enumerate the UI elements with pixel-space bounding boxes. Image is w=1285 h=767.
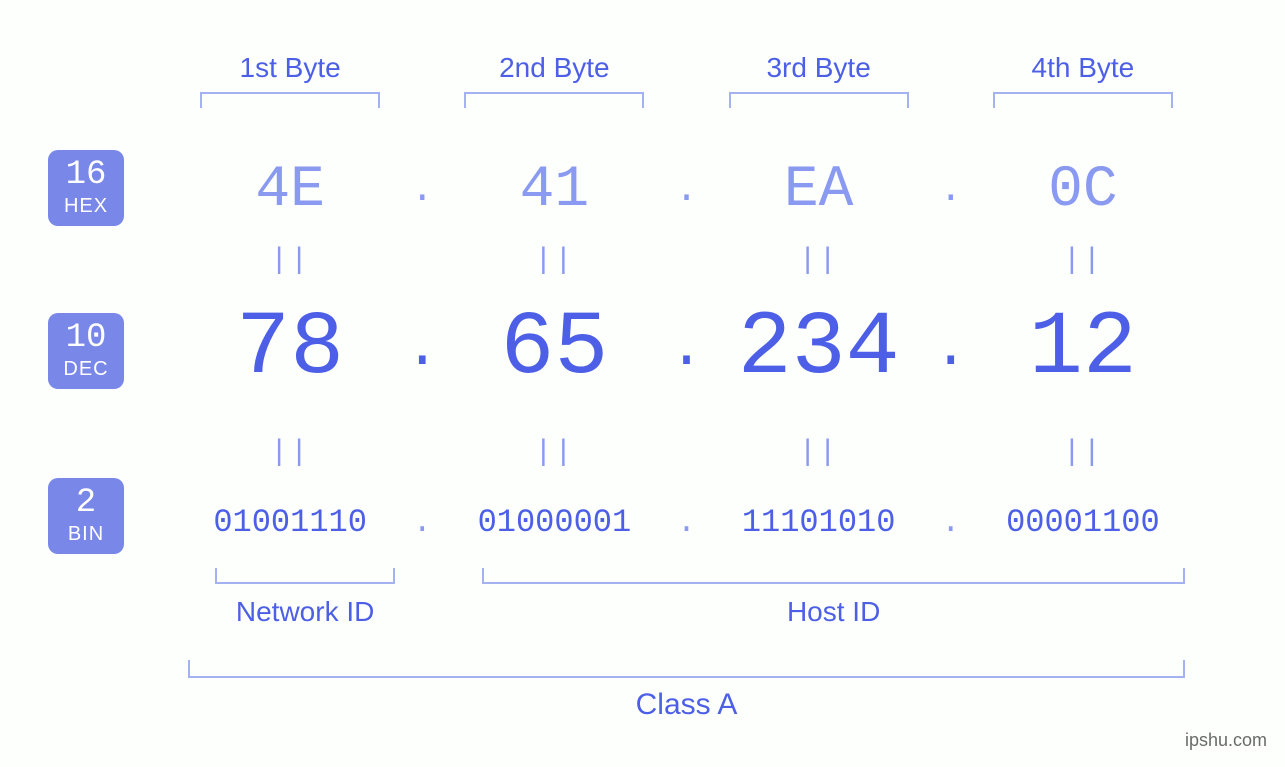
separator-dot: . [411, 169, 434, 212]
byte-top-brackets [188, 92, 1185, 108]
bracket-top-icon [729, 92, 909, 108]
bracket-top-icon [993, 92, 1173, 108]
bin-byte-3: 11101010 [742, 504, 896, 541]
base-badge-hex: 16 HEX [48, 150, 124, 226]
base-badge-bin: 2 BIN [48, 478, 124, 554]
equals-icon: || [1063, 244, 1103, 278]
equals-icon: || [799, 436, 839, 470]
class-section: Class A [188, 660, 1185, 722]
hex-byte-4: 0C [1048, 158, 1118, 223]
hex-byte-1: 4E [255, 158, 325, 223]
base-label: HEX [48, 196, 124, 216]
host-id-label: Host ID [787, 596, 880, 628]
base-label: BIN [48, 524, 124, 544]
separator-dot: . [677, 504, 696, 541]
base-number: 10 [48, 321, 124, 355]
dec-byte-2: 65 [500, 298, 608, 400]
byte-header-row: 1st Byte 2nd Byte 3rd Byte 4th Byte [188, 52, 1185, 84]
dec-byte-3: 234 [738, 298, 900, 400]
equals-icon: || [534, 244, 574, 278]
separator-dot: . [405, 317, 440, 382]
equals-row-2: || || || || [188, 436, 1185, 470]
bracket-bottom-icon [188, 660, 1185, 678]
separator-dot: . [939, 169, 962, 212]
base-badge-dec: 10 DEC [48, 313, 124, 389]
byte-header-2: 2nd Byte [499, 52, 610, 84]
equals-icon: || [270, 436, 310, 470]
base-label: DEC [48, 359, 124, 379]
bracket-top-icon [464, 92, 644, 108]
hex-row: 4E . 41 . EA . 0C [188, 158, 1185, 223]
hex-byte-2: 41 [520, 158, 590, 223]
separator-dot: . [941, 504, 960, 541]
bin-row: 01001110 . 01000001 . 11101010 . 0000110… [188, 504, 1185, 541]
bin-byte-2: 01000001 [478, 504, 632, 541]
equals-icon: || [1063, 436, 1103, 470]
bracket-top-icon [200, 92, 380, 108]
bin-byte-4: 00001100 [1006, 504, 1160, 541]
dec-row: 78 . 65 . 234 . 12 [188, 298, 1185, 400]
base-number: 16 [48, 158, 124, 192]
byte-header-3: 3rd Byte [766, 52, 870, 84]
equals-icon: || [799, 244, 839, 278]
byte-header-1: 1st Byte [240, 52, 341, 84]
equals-row-1: || || || || [188, 244, 1185, 278]
network-id-label: Network ID [236, 596, 374, 628]
watermark-text: ipshu.com [1185, 730, 1267, 751]
bracket-bottom-icon [482, 568, 1185, 584]
hex-byte-3: EA [784, 158, 854, 223]
base-number: 2 [48, 486, 124, 520]
equals-icon: || [534, 436, 574, 470]
bin-byte-1: 01001110 [213, 504, 367, 541]
separator-dot: . [933, 317, 968, 382]
bracket-bottom-icon [215, 568, 395, 584]
dec-byte-1: 78 [236, 298, 344, 400]
byte-header-4: 4th Byte [1032, 52, 1135, 84]
separator-dot: . [675, 169, 698, 212]
ip-breakdown-grid: 1st Byte 2nd Byte 3rd Byte 4th Byte 4E .… [188, 0, 1185, 767]
equals-icon: || [270, 244, 310, 278]
separator-dot: . [669, 317, 704, 382]
separator-dot: . [413, 504, 432, 541]
network-host-section: Network ID Host ID [188, 568, 1185, 628]
ip-class-label: Class A [188, 688, 1185, 722]
dec-byte-4: 12 [1029, 298, 1137, 400]
